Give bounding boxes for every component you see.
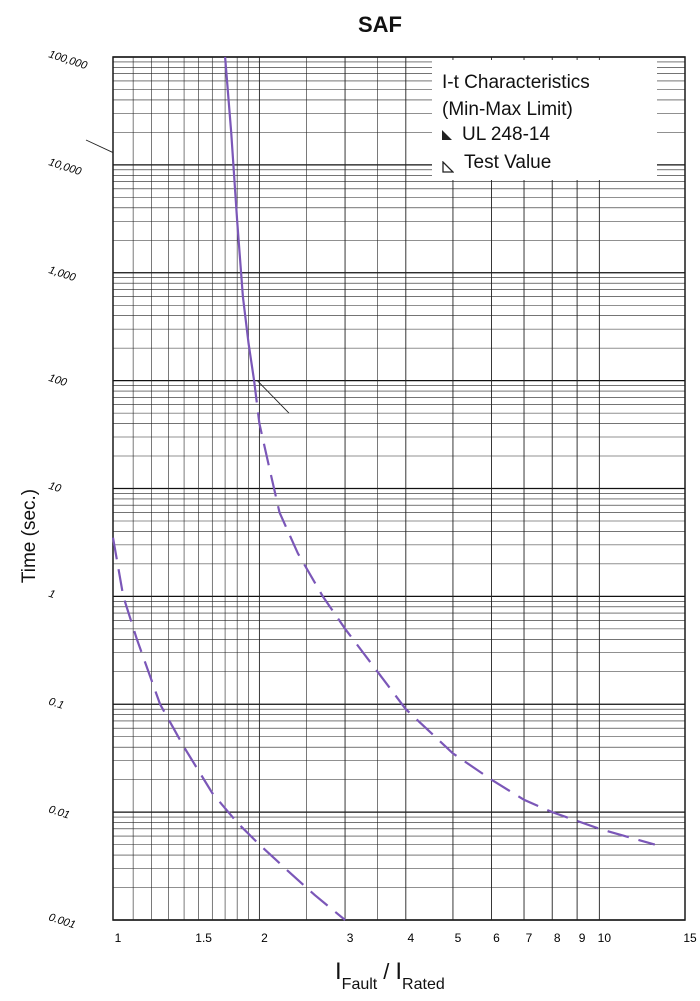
chart-title: SAF [358,12,402,37]
legend-title-line1: I-t Characteristics [442,72,590,93]
legend-title-line2: (Min-Max Limit) [442,99,573,120]
x-tick-label: 4 [407,931,414,945]
y-tick-label: 100,000 [47,48,89,72]
x-label-rated-sub: Rated [402,976,445,993]
y-tick-label: 100 [47,372,69,389]
y-tick-label: 0.01 [47,804,71,822]
filled-triangle-icon [442,129,452,140]
x-label-i-rated: I [395,958,403,985]
x-label-separator: / [383,959,390,984]
open-triangle-icon [442,157,455,173]
x-axis-label: IFault/IRated [335,958,445,993]
x-tick-label: 9 [579,931,586,945]
x-tick-label: 1.5 [195,931,212,945]
x-tick-label: 1 [115,931,122,945]
x-tick-label: 8 [554,931,561,945]
y-tick-label: 10 [47,480,63,495]
x-tick-label: 5 [455,931,462,945]
x-tick-label: 7 [526,931,533,945]
y-tick-label: 10,000 [47,156,84,178]
annotation-line [256,380,290,414]
annotation-line [85,139,114,153]
y-axis-label: Time (sec.) [19,488,40,584]
series-ul-solid-curve [224,56,256,381]
x-tick-label: 10 [598,931,612,945]
legend-entry-ul: UL 248-14 [442,124,550,146]
x-label-i-fault: I [335,958,342,985]
x-label-fault-sub: Fault [341,976,378,993]
x-tick-label: 3 [347,931,354,945]
series-test-value-curve [111,537,346,921]
x-tick-label: 15 [683,931,697,945]
x-tick-label: 6 [493,931,500,945]
series-ul-dashed-curve [253,380,656,846]
legend-entry-test-label: Test Value [464,152,552,173]
legend: I-t Characteristics (Min-Max Limit) UL 2… [432,60,657,180]
legend-entry-test: Test Value [442,152,551,174]
y-tick-label: 1 [47,588,57,601]
y-tick-label: 0.1 [47,696,65,712]
legend-entry-ul-label: UL 248-14 [462,124,551,145]
y-tick-label: 0.001 [47,911,77,931]
y-tick-label: 1,000 [47,264,78,284]
x-tick-label: 2 [261,931,268,945]
